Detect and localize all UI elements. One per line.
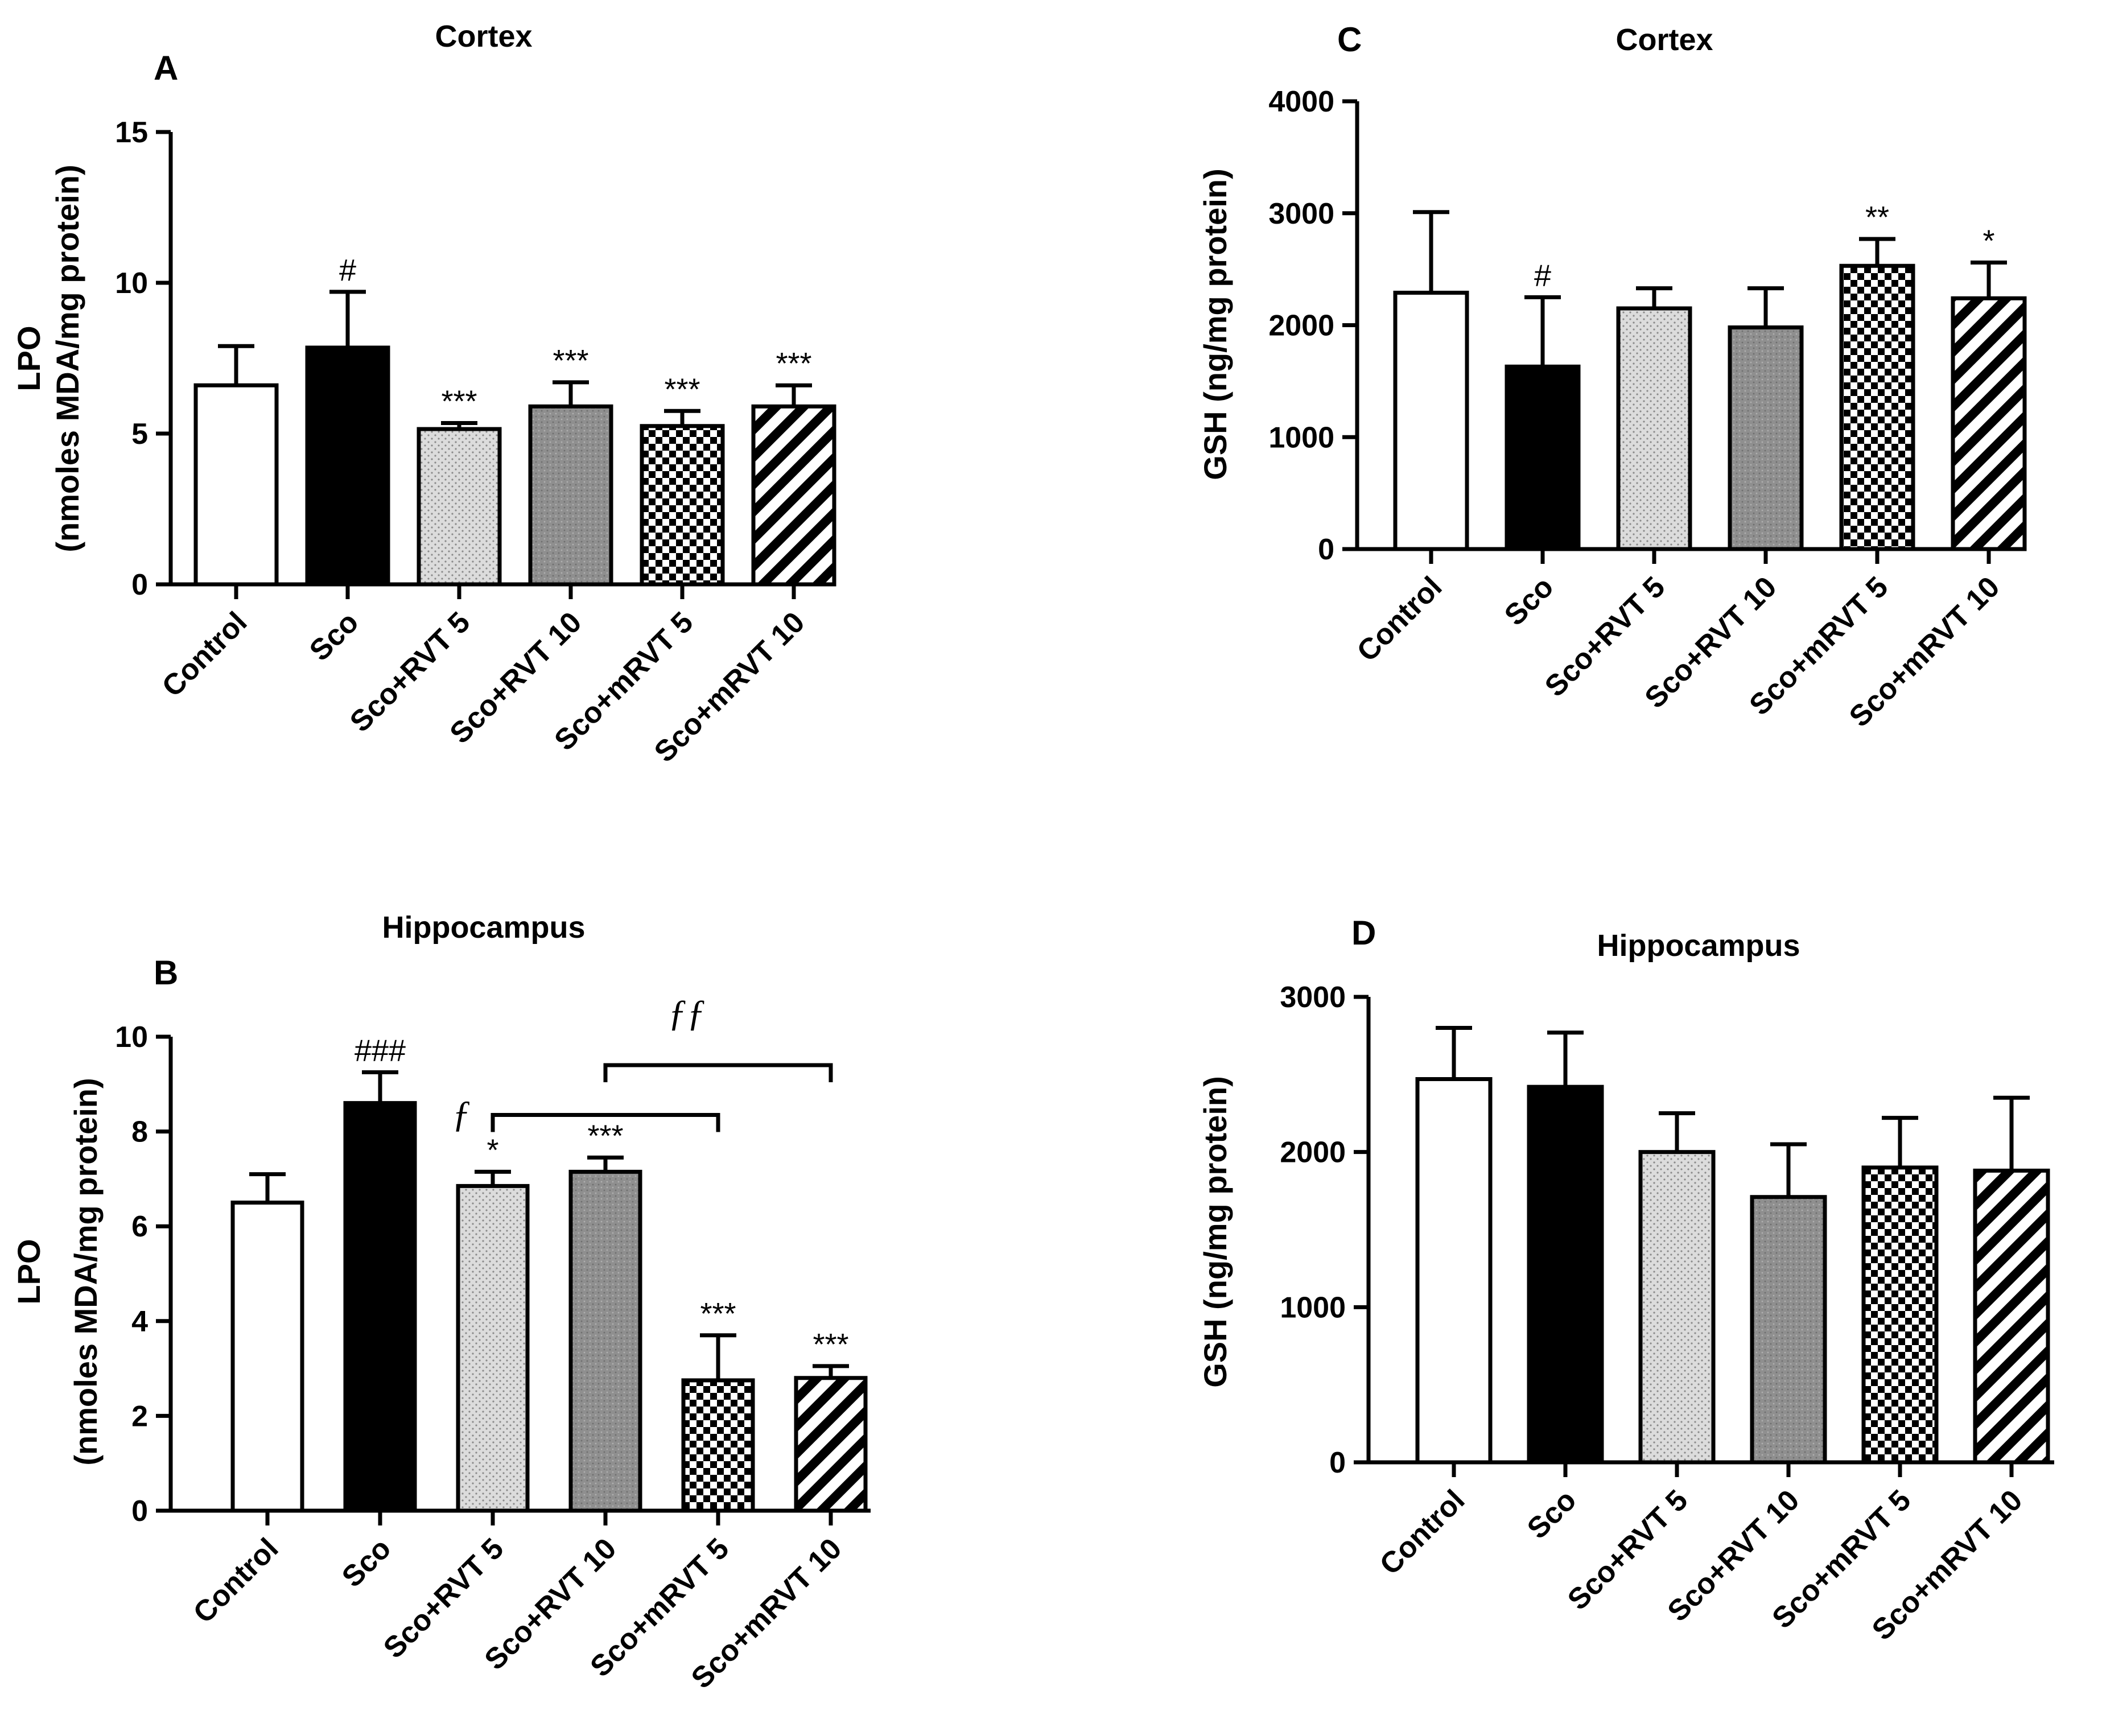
chart-panel-d: D Hippocampus GSH (ng/mg protein) 0 1000 2… [1197, 914, 2054, 1647]
y-axis-label: GSH (ng/mg protein) [1197, 1076, 1233, 1388]
significance-label: *** [813, 1327, 848, 1362]
bar [794, 1376, 868, 1513]
chart-panel-a: A Cortex LPO (nmoles MDA/mg protein) 0 5 1… [11, 19, 836, 769]
bar [640, 424, 725, 587]
significance-label: ** [1865, 200, 1889, 234]
bar [1728, 325, 1804, 551]
significance-label: *** [587, 1119, 623, 1153]
comparison-bracket [491, 1112, 720, 1132]
significance-label: *** [776, 347, 811, 381]
x-tick-label: Sco [336, 1532, 397, 1593]
bar [1415, 1077, 1493, 1465]
bar [1505, 364, 1581, 551]
y-tick-label: 8 [131, 1116, 148, 1149]
y-tick-label: 6 [131, 1210, 148, 1243]
y-tick-label: 1000 [1280, 1291, 1346, 1324]
bar [305, 345, 390, 587]
y-tick-label: 0 [1318, 533, 1334, 566]
y-tick-label: 4 [131, 1305, 148, 1338]
x-tick-label: Sco [1521, 1483, 1582, 1545]
y-tick-label: 5 [131, 418, 148, 451]
bar [751, 404, 836, 587]
significance-label: *** [441, 384, 477, 418]
x-tick-label: Sco [303, 605, 365, 667]
chart-title: Hippocampus [1597, 929, 1800, 963]
y-axis-label: LPO [11, 1239, 47, 1304]
bar [1973, 1168, 2050, 1465]
bar [528, 404, 613, 587]
y-tick-label: 10 [115, 267, 148, 300]
bar [417, 427, 502, 587]
significance-label: * [487, 1133, 498, 1167]
x-tick-label: Control [156, 605, 254, 703]
bar [1527, 1085, 1604, 1465]
bar [1638, 1150, 1716, 1465]
y-tick-label: 0 [131, 568, 148, 601]
bar [1861, 1165, 1939, 1465]
y-axis-label: GSH (ng/mg protein) [1197, 168, 1233, 480]
chart-title: Cortex [1615, 23, 1713, 57]
bar [1393, 290, 1469, 551]
y-tick-label: 3000 [1268, 197, 1334, 230]
chart-panel-b: B Hippocampus LPO (nmoles MDA/mg protein… [11, 910, 871, 1695]
chart-panel-c: C Cortex GSH (ng/mg protein) 0 1000 2000 30… [1197, 20, 2027, 733]
bracket-label: ƒ [452, 1093, 471, 1135]
y-tick-label: 15 [115, 116, 148, 149]
significance-label: *** [700, 1297, 736, 1331]
significance-label: *** [553, 344, 588, 378]
y-tick-label: 10 [115, 1021, 148, 1054]
significance-label: * [1983, 224, 1994, 258]
y-tick-label: 2 [131, 1400, 148, 1433]
y-tick-label: 2000 [1268, 310, 1334, 343]
significance-label: # [1534, 258, 1551, 292]
bar [230, 1201, 304, 1513]
comparison-bracket [603, 1063, 833, 1082]
bar [343, 1101, 417, 1513]
x-tick-label: Control [1374, 1483, 1472, 1581]
y-tick-label: 2000 [1280, 1136, 1346, 1169]
x-tick-label: Control [1351, 570, 1449, 668]
panel-letter-b: B [154, 954, 178, 992]
y-tick-label: 4000 [1268, 85, 1334, 118]
bar [1839, 263, 1915, 551]
bar [568, 1169, 642, 1513]
x-tick-label: Sco [1498, 570, 1560, 632]
x-tick-label: Control [187, 1532, 285, 1630]
panel-letter-a: A [154, 49, 178, 87]
bracket-label: ƒƒ [668, 992, 706, 1034]
bar [1616, 306, 1692, 551]
panel-letter-d: D [1351, 914, 1376, 952]
significance-label: *** [664, 372, 700, 406]
chart-title: Hippocampus [382, 910, 585, 945]
y-tick-label: 0 [1329, 1446, 1346, 1479]
y-tick-label: 0 [131, 1495, 148, 1528]
chart-title: Cortex [435, 19, 532, 53]
significance-label: # [339, 253, 356, 287]
y-tick-label: 1000 [1268, 421, 1334, 454]
y-tick-label: 3000 [1280, 981, 1346, 1014]
bar [1951, 296, 2027, 551]
bar [456, 1184, 530, 1513]
bar [1750, 1195, 1827, 1465]
panel-letter-c: C [1337, 20, 1362, 59]
bar [681, 1378, 755, 1513]
bar [193, 383, 279, 587]
y-axis-label: LPO [11, 325, 47, 391]
y-axis-label-units: (nmoles MDA/mg protein) [68, 1078, 104, 1465]
y-axis-label-units: (nmoles MDA/mg protein) [50, 164, 85, 552]
significance-label: ### [355, 1033, 406, 1067]
